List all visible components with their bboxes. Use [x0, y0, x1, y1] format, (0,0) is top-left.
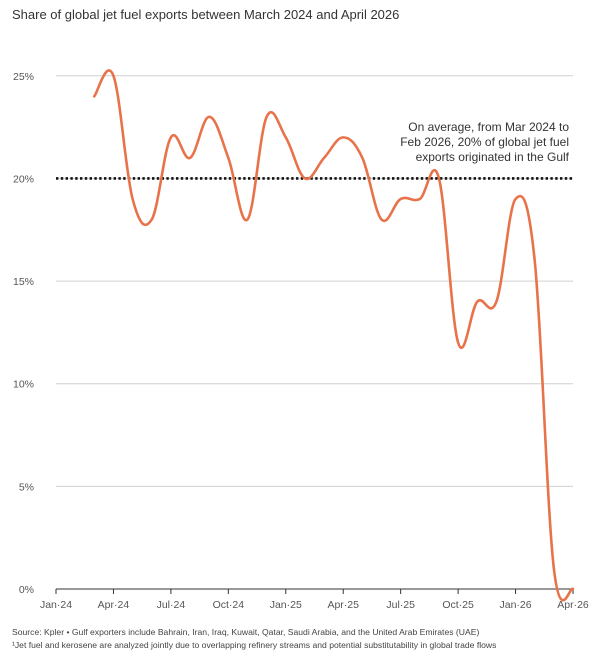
series-line-0	[93, 69, 575, 602]
data-point	[553, 567, 555, 569]
y-axis-ticks: 0% 5% 10% 15% 20% 25%	[13, 71, 34, 596]
data-point	[419, 198, 421, 200]
x-tick-label: Jan·24	[40, 599, 72, 611]
data-point	[399, 198, 401, 200]
data-point	[361, 157, 363, 159]
reference-annotation-line: On average, from Mar 2024 to	[408, 120, 569, 134]
gridlines	[56, 75, 573, 487]
x-tick-label: Jan·26	[500, 599, 532, 611]
data-point	[208, 116, 210, 118]
data-point	[304, 177, 306, 179]
data-point	[572, 588, 574, 590]
x-tick-label: Jul·24	[157, 599, 186, 611]
y-tick-label: 0%	[19, 584, 34, 596]
reference-annotation-line: Feb 2026, 20% of global jet fuel	[400, 135, 569, 149]
data-point	[246, 218, 248, 220]
data-point	[189, 157, 191, 159]
x-tick-label: Oct·24	[213, 599, 245, 611]
data-point	[285, 136, 287, 138]
x-tick-label: Apr·26	[557, 599, 589, 611]
chart-title: Share of global jet fuel exports between…	[12, 7, 400, 22]
data-point	[93, 95, 95, 97]
y-tick-label: 25%	[13, 71, 34, 83]
data-point	[514, 198, 516, 200]
x-tick-label: Apr·25	[327, 599, 359, 611]
y-tick-label: 10%	[13, 379, 34, 391]
data-point	[495, 300, 497, 302]
data-point	[534, 259, 536, 261]
data-point	[131, 198, 133, 200]
reference-annotation-line: exports originated in the Gulf	[416, 150, 570, 164]
data-point	[112, 75, 114, 77]
data-point	[476, 300, 478, 302]
data-point	[170, 136, 172, 138]
y-tick-label: 5%	[19, 481, 34, 493]
y-tick-label: 15%	[13, 276, 34, 288]
data-point	[342, 136, 344, 138]
x-tick-label: Oct·25	[442, 599, 474, 611]
source-footnote: Source: Kpler • Gulf exporters include B…	[12, 627, 480, 637]
data-point	[265, 116, 267, 118]
y-tick-label: 20%	[13, 173, 34, 185]
data-point	[438, 177, 440, 179]
x-tick-label: Jul·25	[386, 599, 415, 611]
data-point	[151, 218, 153, 220]
x-tick-label: Apr·24	[98, 599, 130, 611]
data-point	[457, 341, 459, 343]
x-tick-label: Jan·25	[270, 599, 302, 611]
data-point	[380, 218, 382, 220]
data-point	[323, 157, 325, 159]
data-point	[227, 157, 229, 159]
series-group	[93, 69, 575, 602]
x-axis-ticks: Jan·24 Apr·24 Jul·24 Oct·24 Jan·25 Apr·25 Jul·…	[40, 588, 589, 611]
jet-fuel-footnote: ¹Jet fuel and kerosene are analyzed join…	[12, 640, 497, 650]
